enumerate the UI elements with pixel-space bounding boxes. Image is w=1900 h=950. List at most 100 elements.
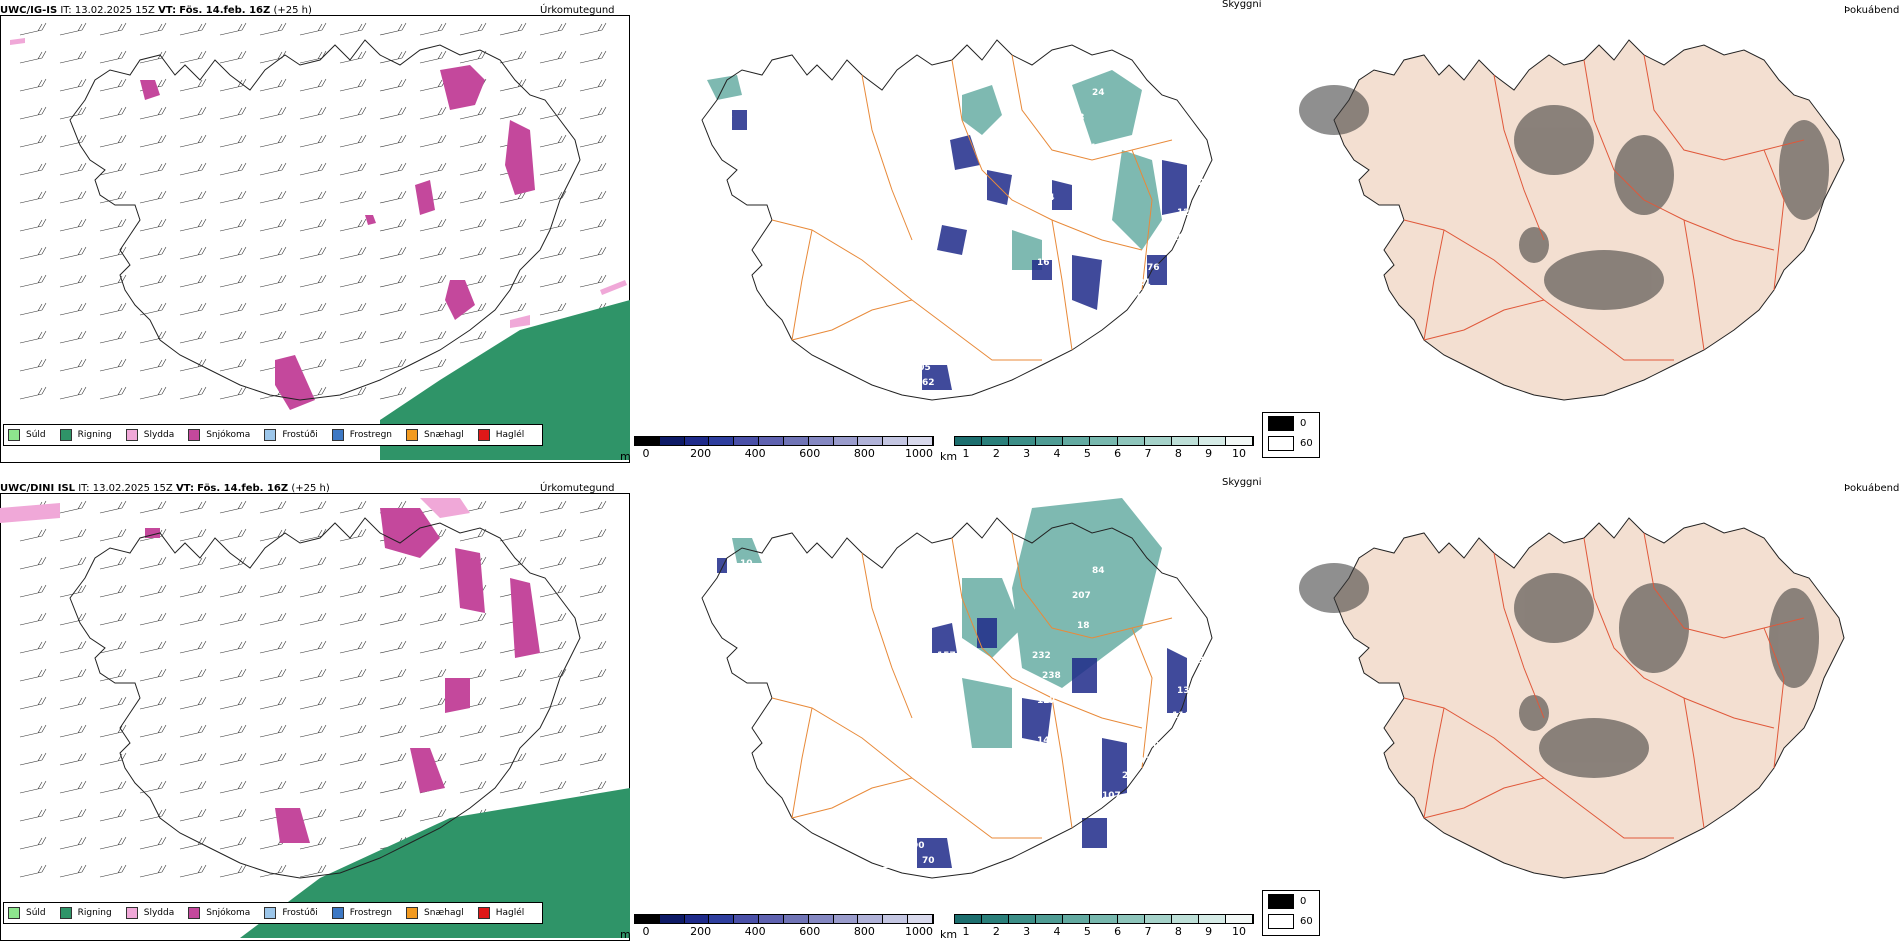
wind-barb [59, 640, 87, 654]
wind-barb [379, 330, 407, 344]
wind-barb [179, 358, 207, 372]
wind-barb [339, 274, 367, 288]
wind-barb [379, 386, 407, 400]
wind-barb [99, 528, 127, 542]
colorbar-cell [635, 915, 660, 923]
wind-barb [339, 330, 367, 344]
colorbar-ticks: 1 2 3 4 5 6 7 8 9 10 [954, 924, 1254, 938]
cloud-value-label: 157 [937, 651, 956, 661]
wind-barb [259, 668, 287, 682]
wind-barb [179, 864, 207, 878]
legend-item: Slydda [125, 429, 174, 441]
legend-swatch [125, 907, 138, 919]
cloud-top-area [707, 70, 1162, 270]
colorbar-tick-label: 10 [1232, 447, 1246, 460]
visibility-swatch [1268, 435, 1294, 451]
wind-barb [139, 668, 167, 682]
fog-map [1299, 517, 1845, 879]
wind-barb [379, 162, 407, 176]
colorbar-tick-label: 1 [962, 447, 970, 460]
wind-barb [139, 724, 167, 738]
wind-barb [259, 302, 287, 316]
wind-barb [179, 190, 207, 204]
wind-barb [59, 584, 87, 598]
colorbar-cell [1090, 437, 1118, 445]
wind-barb [339, 724, 367, 738]
colorbar-cell [1063, 915, 1091, 923]
cloud-value-label: 18 [1077, 621, 1090, 631]
iceland-landmass [1333, 517, 1845, 879]
wind-barb [339, 22, 367, 36]
colorbar-cell [709, 915, 735, 923]
colorbar-cells [634, 914, 934, 924]
wind-barb [99, 50, 127, 64]
cloudtop-colorbar: 1 2 3 4 5 6 7 8 9 10 km [940, 914, 1254, 941]
wind-barb [339, 584, 367, 598]
road-network [771, 54, 1173, 361]
wind-barb [99, 78, 127, 92]
wind-barb [459, 724, 487, 738]
wind-barb [539, 274, 567, 288]
colorbar-tick-label: 7 [1144, 925, 1152, 938]
legend-swatch [188, 907, 201, 919]
cloud-value-label: 30 [720, 113, 733, 123]
legend-item: Frostúði [264, 907, 318, 919]
wind-barb [99, 274, 127, 288]
wind-barb [259, 696, 287, 710]
wind-barb [99, 724, 127, 738]
colorbar-cell [1198, 437, 1226, 445]
wind-barb [499, 50, 527, 64]
wind-barb [219, 752, 247, 766]
wind-barb [579, 696, 607, 710]
wind-barb [299, 752, 327, 766]
cloud-value-label: 116 [1172, 711, 1191, 721]
wind-barb [539, 668, 567, 682]
wind-barb [59, 724, 87, 738]
colorbar-tick-label: 6 [1114, 925, 1122, 938]
colorbar-cell [1009, 437, 1037, 445]
iceland-landmass [1333, 39, 1845, 401]
colorbar-tick-label: 4 [1053, 925, 1061, 938]
wind-barb [99, 640, 127, 654]
wind-barb [579, 134, 607, 148]
wind-barb [459, 106, 487, 120]
wind-barb [59, 162, 87, 176]
wind-barb [419, 584, 447, 598]
wind-barb [459, 246, 487, 260]
wind-barb [419, 106, 447, 120]
panel-title: Skyggni [1222, 0, 1262, 10]
wind-barb [99, 556, 127, 570]
wind-barb [259, 584, 287, 598]
colorbar-tick-label: 1000 [905, 447, 933, 460]
wind-barb [459, 50, 487, 64]
wind-barb [379, 134, 407, 148]
wind-barb [579, 528, 607, 542]
legend-swatch [264, 429, 277, 441]
colorbar-tick-label: 200 [690, 447, 712, 460]
wind-barb [379, 78, 407, 92]
wind-barb [299, 612, 327, 626]
colorbar-cell [1171, 437, 1199, 445]
colorbar-tick-label: 5 [1083, 925, 1091, 938]
wind-barb [179, 668, 207, 682]
road-network [1403, 532, 1805, 839]
wind-barb [299, 162, 327, 176]
wind-barb [99, 302, 127, 316]
wind-barb [99, 22, 127, 36]
wind-barb [59, 696, 87, 710]
wind-barb [19, 358, 47, 372]
wind-barb [59, 612, 87, 626]
colorbar-tick-label: 3 [1023, 447, 1031, 460]
wind-barb [379, 668, 407, 682]
legend-label: Frostúði [282, 430, 318, 440]
wind-barb [179, 640, 207, 654]
wind-barb [219, 556, 247, 570]
cloud-value-label: 186 [1177, 771, 1196, 781]
wind-barb [419, 724, 447, 738]
wind-barb [139, 556, 167, 570]
wind-barb [139, 246, 167, 260]
wind-barb [499, 218, 527, 232]
wind-barb [219, 668, 247, 682]
cloud-value-label: 502 [1147, 741, 1166, 751]
wind-barb [219, 780, 247, 794]
